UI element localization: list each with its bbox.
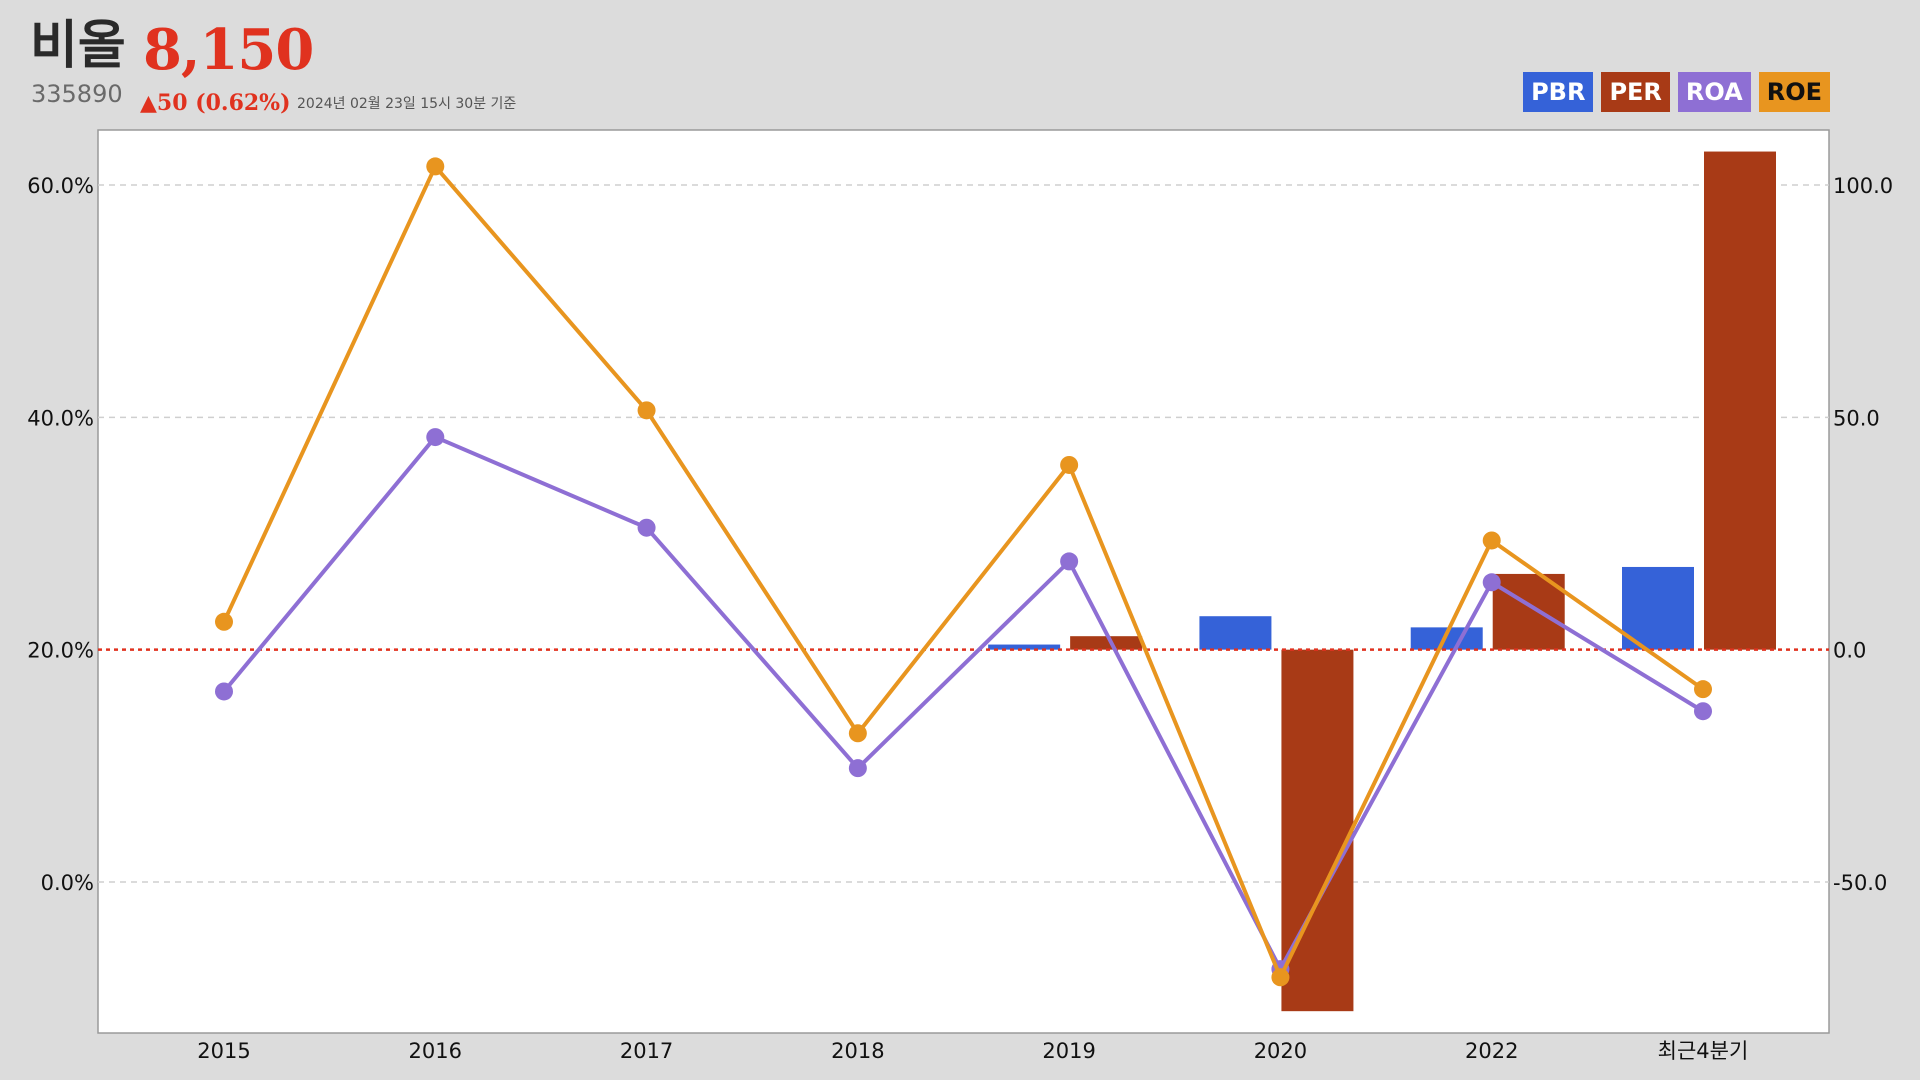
roe-point [426,157,445,176]
as-of-timestamp: 2024년 02월 23일 15시 30분 기준 [297,96,517,112]
stock-code: 335890 [31,80,123,108]
per-bar [1492,573,1565,650]
left-axis-tick-label: 40.0% [27,406,94,430]
roa-point [637,518,656,537]
x-axis-tick-label: 2019 [1042,1039,1095,1063]
right-axis-tick-label: 50.0 [1833,406,1880,430]
left-axis-tick-label: 20.0% [27,639,94,663]
pbr-bar [1622,566,1694,650]
roe-point [215,612,233,631]
roe-point [1271,968,1290,987]
roa-point [1694,702,1712,721]
per-bar [1070,636,1143,650]
x-axis-tick-label: 최근4분기 [1658,1039,1749,1063]
x-axis-tick-label: 2018 [831,1039,884,1063]
legend-item-roa[interactable]: ROA [1677,72,1751,112]
x-axis-tick-label: 2017 [620,1039,673,1063]
right-axis-tick-label: -50.0 [1833,871,1887,895]
x-axis-tick-label: 2016 [409,1039,462,1063]
legend-item-roe[interactable]: ROE [1758,72,1830,112]
roe-point [1060,455,1079,474]
roe-point [637,401,656,420]
pbr-bar [988,644,1061,650]
x-axis-tick-label: 2015 [197,1039,250,1063]
right-axis-tick-label: 100.0 [1833,174,1893,198]
roa-line [222,435,1705,972]
roa-point [848,759,867,778]
stock-name: 비올 [30,16,126,76]
legend-item-per[interactable]: PER [1601,72,1670,112]
roa-point [1060,552,1079,571]
pbr-bar [1199,616,1272,650]
chart-legend: PBR PER ROA ROE [1523,72,1830,112]
stock-price: 8,150 [143,17,314,83]
right-axis-tick-label: 0.0 [1833,639,1866,663]
roe-point [1694,680,1712,699]
price-change: ▲50 (0.62%) [140,90,291,116]
roe-point [848,724,867,743]
left-axis-tick-label: 0.0% [41,871,94,895]
x-axis-tick-label: 2020 [1254,1039,1307,1063]
roa-point [215,682,233,701]
left-axis-tick-label: 60.0% [27,174,94,198]
roa-point [426,428,445,447]
plot-area [97,129,1830,1034]
per-bar [1704,151,1776,650]
legend-item-pbr[interactable]: PBR [1523,72,1594,112]
roa-point [1482,573,1501,592]
roe-point [1482,531,1501,550]
roe-line [222,164,1705,980]
x-axis-tick-label: 2022 [1465,1039,1518,1063]
